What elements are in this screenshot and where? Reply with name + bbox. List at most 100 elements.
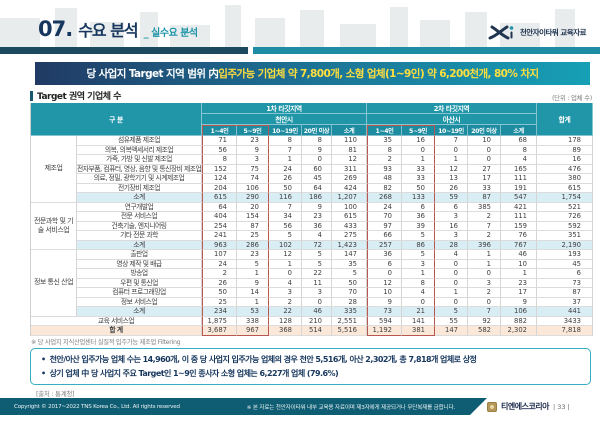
value-cell: 89: [537, 145, 593, 155]
footer-logo-area: 티엔에스코리아 | 33 |: [487, 398, 600, 415]
value-cell: 24: [269, 164, 302, 174]
value-cell: 48: [367, 174, 402, 184]
value-cell: 9: [501, 297, 537, 307]
value-cell: 2,190: [537, 240, 593, 250]
value-cell: 10: [468, 136, 501, 146]
column-header-size: 5~9인: [237, 125, 269, 136]
value-cell: 234: [202, 307, 237, 317]
value-cell: 23: [501, 278, 537, 288]
value-cell: 70: [332, 288, 367, 298]
skyline-decoration: [0, 5, 575, 48]
value-cell: 23: [237, 250, 269, 260]
value-cell: 165: [501, 164, 537, 174]
value-cell: 74: [237, 174, 269, 184]
value-cell: 1: [435, 288, 468, 298]
value-cell: 210: [302, 316, 332, 326]
section-header-row: Target 권역 기업체 수 (단위 : 업체 수): [30, 89, 592, 102]
value-cell: 7: [269, 202, 302, 212]
title-bar-dark-segment: [0, 47, 248, 54]
value-cell: 385: [468, 202, 501, 212]
value-cell: 5: [237, 259, 269, 269]
value-cell: 73: [537, 278, 593, 288]
value-cell: 17: [468, 174, 501, 184]
group-label: 제조업: [31, 136, 77, 203]
value-cell: 404: [202, 212, 237, 222]
filter-note: ※ 당 사업지 지식산업센터 실질적 입주가능 제조업 Filtering: [31, 339, 181, 346]
education-row: 교육 서비스업 1,875 338 128 210 2,551 594 141 55 92 882 3…: [31, 316, 593, 326]
value-cell: 3: [302, 288, 332, 298]
value-cell: 3: [269, 288, 302, 298]
value-cell: 368: [269, 326, 302, 336]
brand-logo: 천안자이타워 교육자료: [488, 25, 587, 40]
category-label: 의복, 의복액세서리 제조업: [77, 145, 202, 155]
value-cell: 257: [367, 240, 402, 250]
value-cell: 107: [202, 250, 237, 260]
value-cell: 106: [501, 307, 537, 317]
value-cell: 100: [332, 202, 367, 212]
table-row: 전문과학 및 기술 서비스업 연구개발업 64 20 7 9 100 24 6 6 385 421 52…: [31, 202, 593, 250]
value-cell: 396: [468, 240, 501, 250]
unit-label: (단위 : 업체 수): [551, 94, 592, 102]
column-header-size: 1~4인: [202, 125, 237, 136]
group-label: 정보 통신 산업: [31, 250, 77, 317]
value-cell: 0: [302, 155, 332, 165]
value-cell: 1: [435, 155, 468, 165]
value-cell: 9: [302, 145, 332, 155]
category-label: 교육 서비스업: [31, 316, 202, 326]
value-cell: 82: [367, 183, 402, 193]
footer: Copyright © 2017~2022 TNS Korea Co., Ltd…: [0, 398, 600, 415]
value-cell: 46: [501, 250, 537, 260]
column-header-size: 20인 이상: [302, 125, 332, 136]
value-cell: 147: [435, 326, 468, 336]
value-cell: 0: [269, 269, 302, 279]
page-header: 07. 수요 분석 _ 실수요 분석 천안자이타워 교육자료: [38, 17, 587, 41]
value-cell: 7: [468, 221, 501, 231]
table-row: 컴퓨터 프로그래밍업 50 14 3 3 70 10 4 1 2 17 87: [31, 288, 593, 298]
value-cell: 23: [237, 136, 269, 146]
footer-bar: Copyright © 2017~2022 TNS Korea Co., Ltd…: [0, 398, 487, 415]
value-cell: 311: [332, 164, 367, 174]
value-cell: 45: [537, 259, 593, 269]
category-label: 영상 제작 및 배급: [77, 259, 202, 269]
category-label: 출판업: [77, 250, 202, 260]
value-cell: 50: [332, 278, 367, 288]
brand-text: 천안자이타워 교육자료: [519, 28, 587, 37]
value-cell: 71: [202, 136, 237, 146]
value-cell: 286: [237, 240, 269, 250]
page-title-text: 수요 분석: [78, 21, 138, 40]
value-cell: 147: [332, 250, 367, 260]
value-cell: 97: [367, 221, 402, 231]
page-number: | 33 |: [553, 402, 570, 411]
value-cell: 6: [537, 269, 593, 279]
value-cell: 1: [237, 297, 269, 307]
value-cell: 25: [237, 231, 269, 241]
value-cell: 110: [332, 136, 367, 146]
value-cell: 72: [302, 240, 332, 250]
summary-box: 천안/아산 입주가능 업체 수는 14,960개, 이 중 당 사업지 입주가능…: [30, 348, 591, 385]
value-cell: 9: [302, 202, 332, 212]
summary-bullet: 상기 업체 中 당 사업지 주요 Target인 1~9인 종사자 소형 업체는…: [41, 367, 580, 381]
value-cell: 0: [435, 269, 468, 279]
value-cell: 5: [402, 250, 435, 260]
value-cell: 615: [537, 183, 593, 193]
value-cell: 2: [468, 288, 501, 298]
table-row: 가죽, 가방 및 신발 제조업 8 3 1 0 12 2 1 1 0 4 16: [31, 155, 593, 165]
value-cell: 1: [402, 155, 435, 165]
value-cell: 0: [468, 269, 501, 279]
value-cell: 102: [269, 240, 302, 250]
value-cell: 3433: [537, 316, 593, 326]
value-cell: 10: [501, 259, 537, 269]
banner-highlight-text: 입주가능 기업체 약 7,800개, 소형 업체(1~9인) 약 6,200천개…: [218, 68, 539, 80]
table-row: 의료, 정밀, 광학기기 및 시계제조업 124 74 26 45 269 48 33 13 17…: [31, 174, 593, 184]
value-cell: 421: [501, 202, 537, 212]
header-row-region: 구 분 1차 타깃지역 2차 타깃지역 합계: [31, 103, 593, 136]
value-cell: 0: [402, 297, 435, 307]
value-cell: 4: [435, 250, 468, 260]
value-cell: 441: [537, 307, 593, 317]
value-cell: 36: [302, 221, 332, 231]
value-cell: 615: [332, 212, 367, 222]
category-label: 의료, 정밀, 광학기기 및 시계제조업: [77, 174, 202, 184]
value-cell: 8: [402, 278, 435, 288]
category-label: 합 계: [31, 326, 202, 336]
value-cell: 0: [302, 297, 332, 307]
